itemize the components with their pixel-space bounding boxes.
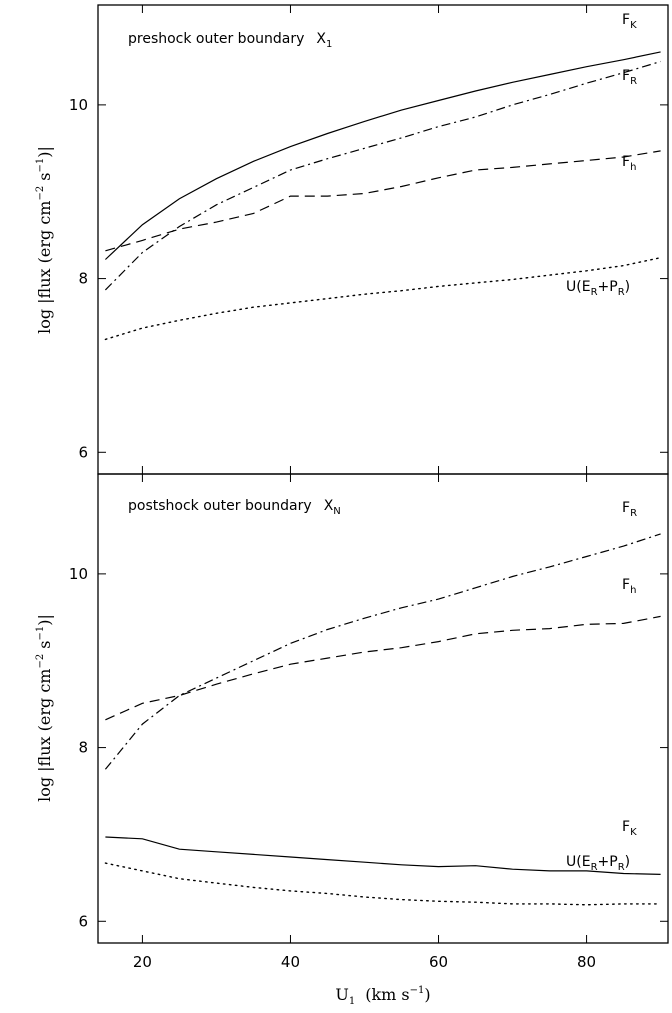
series-line-ue-r: [104, 257, 662, 341]
bottom-panel: 20 40 60 80 6 8 10: [69, 474, 668, 971]
y-tick-label: 8: [78, 270, 88, 288]
series-line-f-r: [104, 60, 661, 291]
bottom-label-fk: FK: [622, 819, 637, 838]
series-line-f-h: [105, 615, 661, 721]
top-panel-frame: [97, 4, 669, 475]
bottom-label-fh: Fh: [622, 577, 636, 596]
series-line-f-h: [105, 150, 661, 252]
x-tick-label: 60: [429, 953, 448, 971]
top-panel: 6 8 10: [69, 5, 668, 474]
x-tick-label: 20: [133, 953, 152, 971]
top-label-fk: FK: [622, 12, 637, 31]
x-tick-label: 80: [577, 953, 596, 971]
y-tick-label: 8: [78, 739, 88, 757]
series-line-f-r: [104, 533, 661, 770]
top-label-fh: Fh: [622, 154, 636, 173]
series-line-f-k: [105, 836, 661, 875]
x-axis-title: U1 (km s−1): [335, 985, 430, 1007]
series-line-f-k: [104, 51, 661, 260]
y-tick-label: 10: [69, 96, 88, 114]
bottom-label-fr: FR: [622, 500, 637, 519]
top-panel-title: preshock outer boundary X1: [128, 31, 332, 50]
top-y-axis-title: log |flux (erg cm−2 s−1)|: [35, 146, 54, 334]
x-tick-label: 40: [281, 953, 300, 971]
bottom-panel-frame: [97, 473, 669, 944]
y-tick-label: 6: [78, 443, 88, 461]
bottom-y-axis-title: log |flux (erg cm−2 s−1)|: [35, 614, 54, 802]
top-label-u: U(ER+PR): [566, 279, 630, 298]
bottom-panel-title: postshock outer boundary XN: [128, 498, 341, 517]
bottom-label-u: U(ER+PR): [566, 854, 630, 873]
y-tick-label: 10: [69, 565, 88, 583]
top-label-fr: FR: [622, 68, 637, 87]
y-tick-label: 6: [78, 912, 88, 930]
